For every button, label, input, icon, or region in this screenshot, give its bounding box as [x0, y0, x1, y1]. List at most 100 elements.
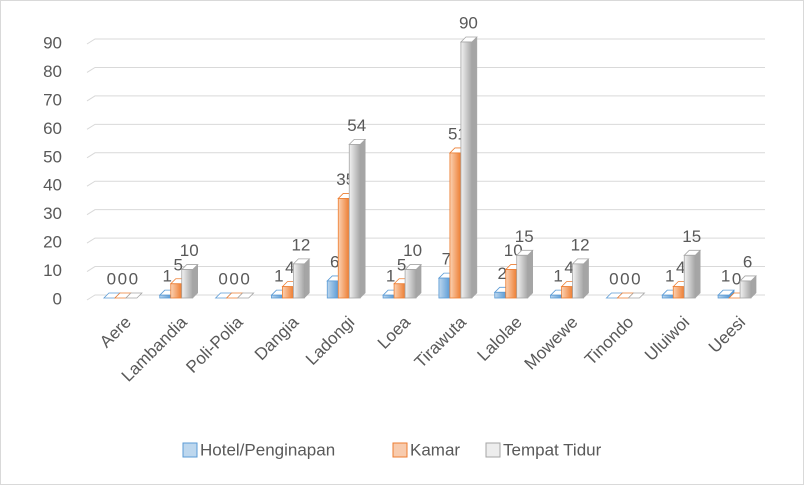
data-label: 10 [180, 241, 199, 260]
data-label: 10 [403, 241, 422, 260]
bar-top [236, 292, 255, 299]
data-label: 5 [174, 255, 183, 274]
bar-front [505, 269, 518, 299]
bar-front [181, 269, 194, 299]
grid-line [86, 209, 765, 216]
bar [348, 138, 367, 299]
x-tick-label: Loea [374, 312, 415, 353]
bar-front [661, 294, 674, 299]
data-label: 0 [129, 269, 138, 288]
bar-side [192, 263, 198, 299]
bar-side [360, 138, 366, 299]
bar-front [282, 286, 294, 299]
data-label: 4 [676, 258, 685, 277]
bar-side [527, 249, 533, 299]
bar [627, 292, 646, 299]
bar-front [382, 294, 395, 299]
data-label: 0 [620, 269, 629, 288]
grid-line [86, 123, 765, 130]
bar-side [695, 249, 701, 299]
data-label: 0 [240, 269, 249, 288]
data-label: 12 [291, 235, 310, 254]
grid-line [86, 38, 765, 45]
bar [124, 292, 143, 299]
grid-line [86, 237, 765, 244]
data-label: 6 [330, 252, 339, 271]
bar-front [326, 280, 339, 299]
bar-front [159, 294, 172, 299]
bar-side [471, 36, 478, 299]
y-tick-label: 70 [43, 90, 62, 109]
bar-front [683, 254, 696, 299]
bar-front [739, 280, 752, 299]
x-tick-label: Dangia [251, 312, 303, 364]
data-label: 15 [515, 227, 534, 246]
data-label: 2 [498, 264, 507, 283]
bar-front [460, 41, 473, 299]
bar [404, 263, 423, 299]
data-label: 7 [442, 250, 451, 269]
grid-line [86, 266, 765, 272]
bar-side [415, 263, 422, 299]
data-label: 4 [285, 258, 294, 277]
data-label: 1 [553, 267, 562, 286]
data-label: 0 [218, 269, 227, 288]
data-label: 0 [107, 269, 116, 288]
bar-front [572, 263, 584, 299]
bar-front [348, 143, 361, 299]
bar-side [304, 258, 310, 299]
x-tick-label: Tinondo [581, 313, 637, 369]
bar [292, 258, 311, 299]
data-label: 1 [163, 267, 172, 286]
legend-label: Kamar [410, 440, 460, 459]
bar-front [672, 286, 685, 299]
bar-front [561, 286, 573, 299]
legend-swatch [485, 442, 501, 458]
data-label: 54 [347, 116, 366, 135]
data-label: 15 [682, 227, 701, 246]
bar [739, 275, 758, 299]
bar-front [170, 283, 183, 299]
legend-label: Tempat Tidur [503, 440, 602, 459]
legend-label: Hotel/Penginapan [200, 440, 335, 459]
x-tick-label: Lalolae [474, 313, 526, 365]
bar-front [516, 254, 529, 299]
bar-top [627, 292, 646, 299]
y-tick-label: 80 [43, 62, 62, 81]
bar-front [449, 152, 462, 299]
y-tick-label: 30 [43, 204, 62, 223]
bar-front [404, 269, 417, 299]
legend-swatch [392, 442, 408, 458]
x-tick-label: Uluiwoi [641, 313, 693, 365]
data-label: 90 [459, 13, 478, 32]
bar [717, 289, 736, 299]
bar-front [494, 291, 507, 299]
x-tick-label: Ladongi [302, 313, 358, 369]
y-tick-label: 50 [43, 147, 62, 166]
bar-side [583, 258, 589, 299]
data-label: 0 [631, 269, 640, 288]
data-label: 1 [721, 267, 730, 286]
y-tick-label: 10 [43, 261, 62, 280]
grid-line [86, 66, 765, 73]
data-label: 0 [732, 269, 741, 288]
y-tick-label: 20 [43, 233, 62, 252]
bar-front [337, 198, 350, 299]
x-tick-label: Ueesi [705, 313, 749, 357]
bar-front [393, 283, 406, 299]
bar-front [717, 294, 730, 299]
bar [459, 36, 478, 299]
x-tick-label: Aere [96, 313, 135, 352]
bar [571, 258, 590, 299]
bar-front [293, 263, 305, 299]
bar [180, 263, 199, 299]
data-label: 4 [564, 258, 573, 277]
grid-line [86, 180, 765, 187]
y-tick-label: 90 [43, 33, 62, 52]
bar-front [438, 277, 451, 299]
data-label: 0 [118, 269, 127, 288]
y-tick-label: 0 [53, 289, 62, 308]
data-label: 0 [229, 269, 238, 288]
data-label: 6 [743, 252, 752, 271]
y-tick-label: 40 [43, 176, 62, 195]
